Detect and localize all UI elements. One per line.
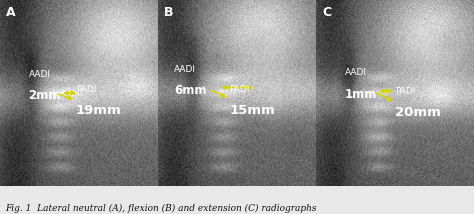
Text: 20mm: 20mm [395,106,441,119]
Text: 6mm: 6mm [174,84,206,97]
Text: A: A [6,6,16,19]
Text: AADI: AADI [28,70,50,79]
Text: 2mm: 2mm [28,89,61,102]
Text: PADI: PADI [229,85,249,94]
Text: C: C [322,6,331,19]
Text: PADI: PADI [395,87,415,96]
Text: AADI: AADI [174,65,196,74]
Text: 15mm: 15mm [229,104,275,117]
Text: 1mm: 1mm [345,88,377,101]
Text: PADI: PADI [76,85,96,94]
Text: B: B [164,6,174,19]
Text: Fig. 1  Lateral neutral (A), flexion (B) and extension (C) radiographs: Fig. 1 Lateral neutral (A), flexion (B) … [5,204,316,213]
Text: AADI: AADI [345,68,366,77]
Text: 19mm: 19mm [76,104,122,117]
